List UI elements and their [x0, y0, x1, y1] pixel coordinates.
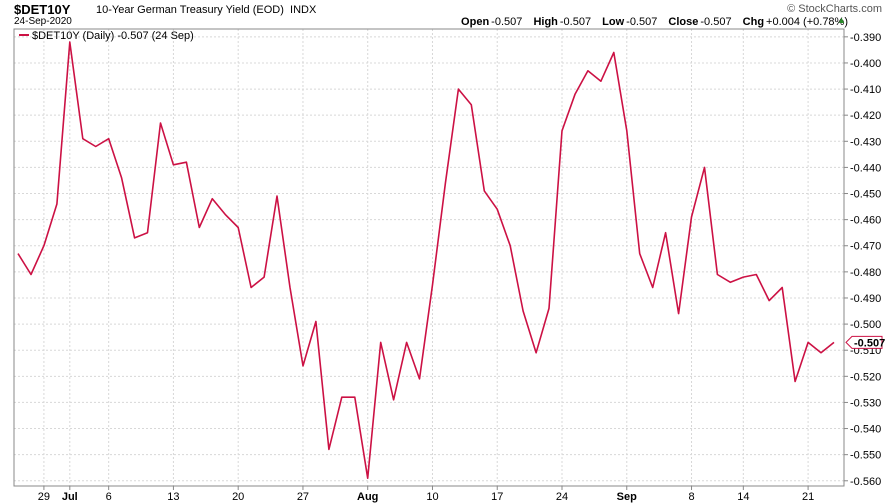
y-tick-label: -0.520	[850, 371, 881, 383]
y-tick-label: -0.490	[850, 293, 881, 305]
x-tick-label: Jul	[62, 491, 78, 503]
y-tick-label: -0.470	[850, 241, 881, 253]
y-tick-label: -0.560	[850, 476, 881, 488]
last-value-tag: -0.507	[845, 335, 885, 349]
chart-header: $DET10Y 10-Year German Treasury Yield (E…	[0, 0, 896, 30]
x-tick-label: 10	[426, 491, 438, 503]
x-tick-label: 6	[106, 491, 112, 503]
y-tick-label: -0.390	[850, 32, 881, 44]
x-tick-label: 21	[802, 491, 814, 503]
title-text: 10-Year German Treasury Yield (EOD)	[96, 4, 284, 16]
x-tick-label: Sep	[617, 491, 637, 503]
up-arrow-icon: ▲	[837, 15, 846, 25]
last-value-box	[845, 335, 883, 349]
x-tick-label: 27	[297, 491, 309, 503]
y-tick-label: -0.410	[850, 84, 881, 96]
legend-text: $DET10Y (Daily) -0.507 (24 Sep)	[32, 30, 194, 42]
y-tick-label: -0.480	[850, 267, 881, 279]
y-tick-label: -0.500	[850, 319, 881, 331]
x-axis: 29 Jul 6 13 20 27 Aug 10 17 24 Sep 8 14 21	[38, 486, 814, 503]
close-value: -0.507	[700, 16, 732, 28]
brand-logo: © StockCharts.com	[787, 3, 882, 15]
legend: $DET10Y (Daily) -0.507 (24 Sep)	[19, 30, 194, 42]
grid-lines	[14, 29, 844, 486]
open-value: -0.507	[491, 16, 523, 28]
date-label: 24-Sep-2020	[14, 16, 72, 27]
exchange-label: INDX	[290, 4, 317, 16]
close-label: Close	[668, 16, 699, 28]
y-tick-label: -0.400	[850, 58, 881, 70]
low-value: -0.507	[626, 16, 658, 28]
chg-label: Chg	[742, 16, 765, 28]
last-value-label: -0.507	[854, 337, 885, 349]
y-tick-label: -0.420	[850, 110, 881, 122]
x-tick-label: 14	[737, 491, 749, 503]
open-label: Open	[461, 16, 490, 28]
x-tick-label: 17	[491, 491, 503, 503]
x-tick-label: Aug	[357, 491, 378, 503]
x-tick-label: 29	[38, 491, 50, 503]
x-tick-label: 13	[167, 491, 179, 503]
chg-value: +0.004 (+0.78%)	[766, 16, 848, 28]
y-tick-label: -0.540	[850, 424, 881, 436]
y-tick-label: -0.430	[850, 136, 881, 148]
high-value: -0.507	[559, 16, 592, 28]
symbol-label: $DET10Y	[14, 2, 71, 17]
ohlc-readout: Open -0.507 High -0.507 Low -0.507 Close -0.…	[453, 16, 848, 28]
y-tick-label: -0.450	[850, 189, 881, 201]
y-tick-label: -0.440	[850, 162, 881, 174]
x-tick-label: 8	[688, 491, 694, 503]
x-tick-label: 24	[556, 491, 568, 503]
high-label: High	[533, 16, 558, 28]
y-tick-label: -0.460	[850, 215, 881, 227]
y-axis: -0.390 -0.400 -0.410 -0.420 -0.430 -0.440 -0.4…	[844, 32, 881, 488]
y-tick-label: -0.550	[850, 450, 881, 462]
chart-title: 10-Year German Treasury Yield (EOD) INDX	[96, 4, 316, 16]
x-tick-label: 20	[232, 491, 244, 503]
plot-frame	[13, 28, 845, 487]
low-label: Low	[602, 16, 625, 28]
series-line	[17, 41, 835, 479]
y-tick-label: -0.530	[850, 397, 881, 409]
